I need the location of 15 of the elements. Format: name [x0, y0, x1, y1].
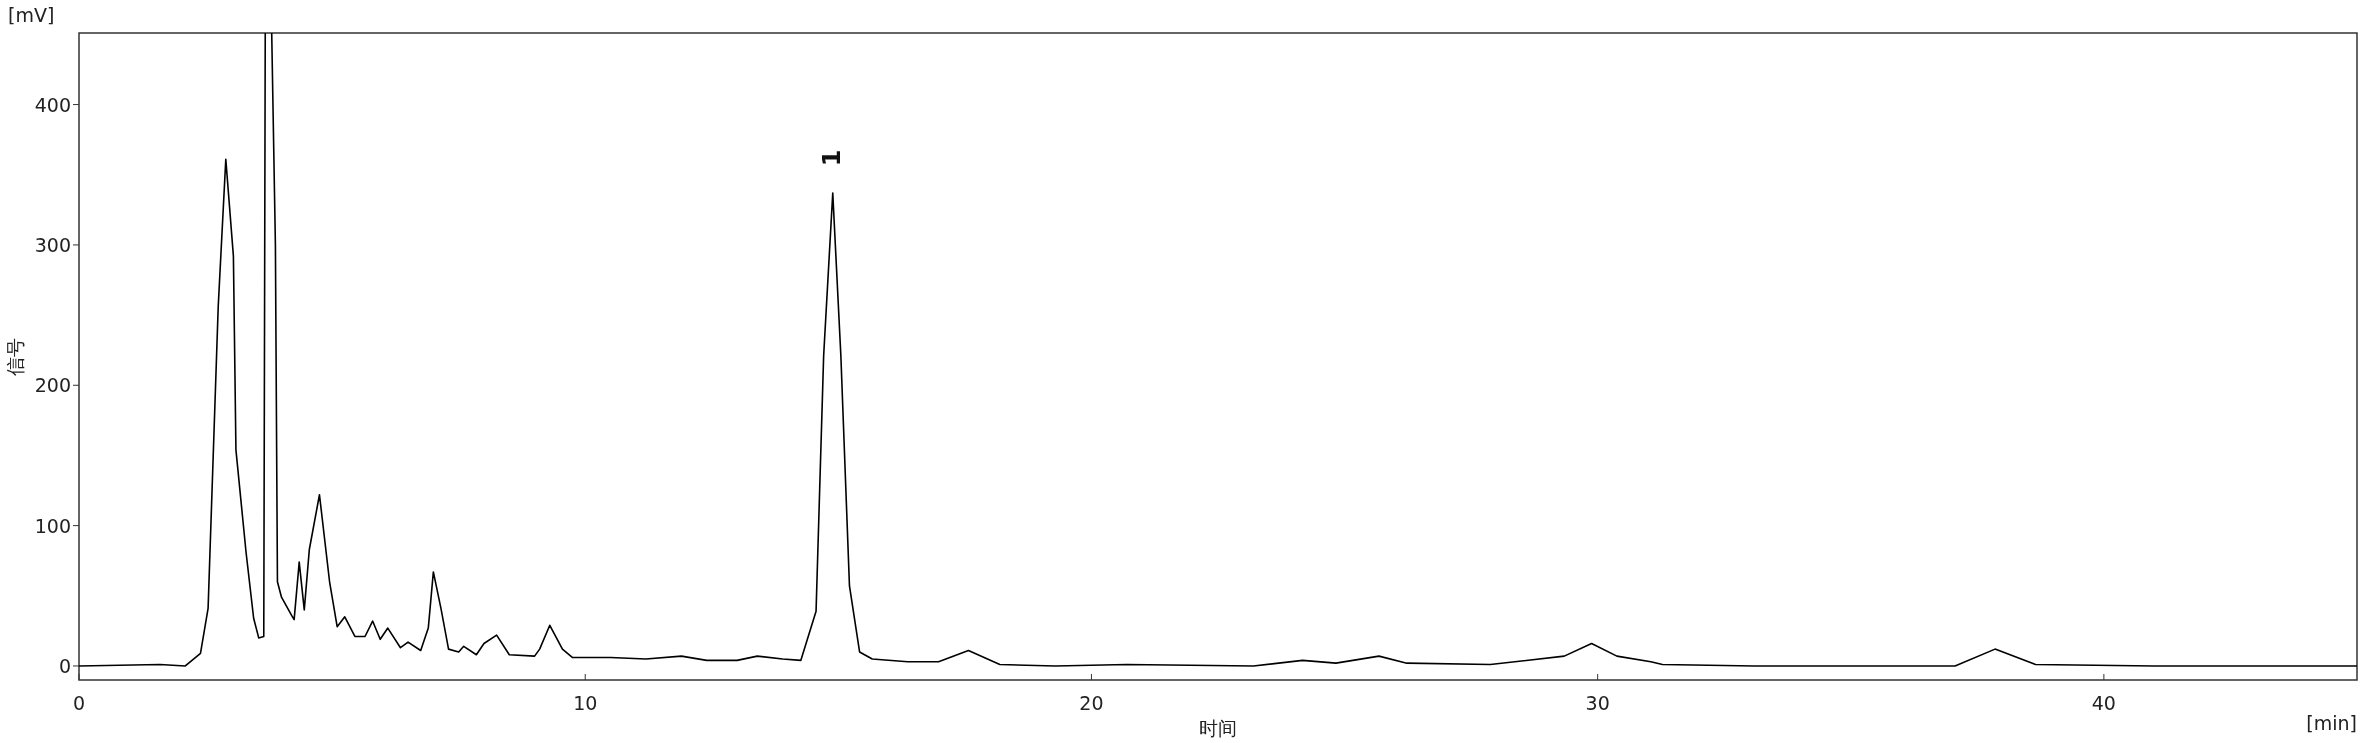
text: [mV] — [8, 4, 55, 26]
y-tick-label: 0 — [58, 654, 71, 677]
y-tick-label: 200 — [34, 374, 71, 397]
y-tick-label: 100 — [34, 514, 71, 537]
x-tick-label: 40 — [2091, 692, 2116, 714]
x-axis-title: 时间 — [1199, 717, 1237, 739]
x-tick-label: 0 — [72, 692, 86, 714]
annotation: 1 — [818, 149, 847, 167]
y-tick-label: 400 — [34, 93, 71, 116]
x-tick-label: 30 — [1585, 692, 1610, 714]
y-tick-label: 300 — [34, 233, 71, 256]
y-axis-title: 信号 — [4, 337, 26, 376]
text: [min] — [2306, 712, 2357, 734]
x-tick-label: 20 — [1079, 692, 1104, 714]
x-tick-label: 10 — [573, 692, 598, 714]
